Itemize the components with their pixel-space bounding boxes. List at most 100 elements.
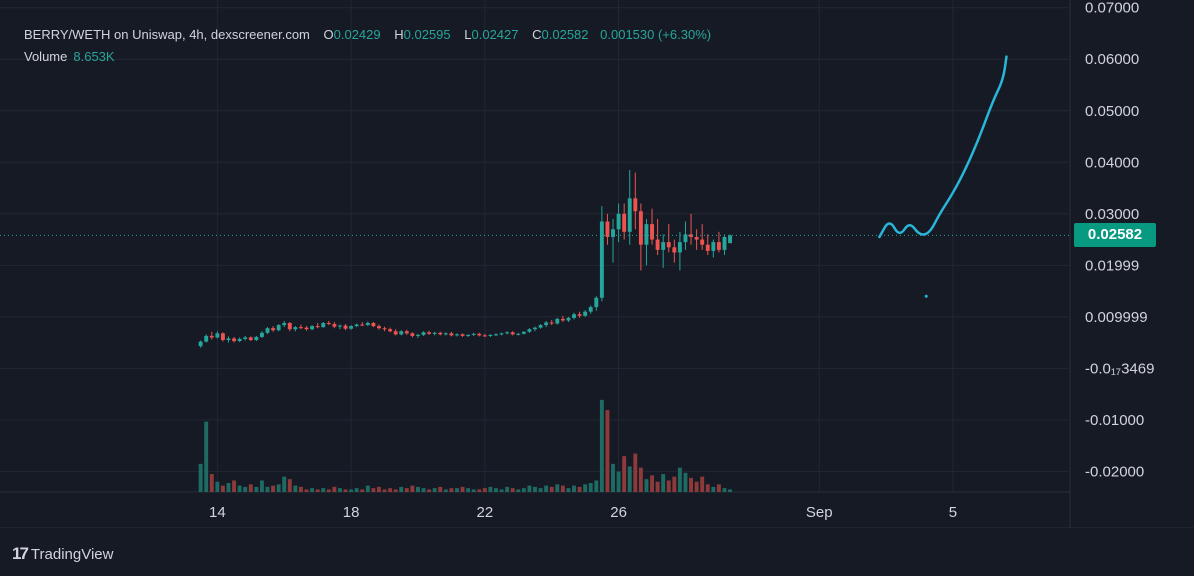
volume-bar bbox=[388, 488, 393, 492]
candle-body bbox=[616, 213, 621, 230]
x-tick-label: 5 bbox=[949, 504, 957, 521]
candle-body bbox=[666, 242, 671, 248]
volume-bar bbox=[577, 486, 582, 492]
candle-body bbox=[254, 336, 259, 341]
volume-bar bbox=[276, 484, 281, 492]
volume-bar bbox=[644, 479, 649, 492]
candle-body bbox=[560, 318, 565, 321]
volume-bar bbox=[382, 489, 387, 492]
volume-bar bbox=[716, 484, 721, 492]
candle-body bbox=[332, 324, 337, 327]
volume-bar bbox=[655, 481, 660, 492]
candle-body bbox=[248, 337, 253, 341]
candle-body bbox=[605, 221, 610, 237]
volume-bar bbox=[337, 488, 342, 492]
candle-body bbox=[510, 332, 515, 335]
candle-body bbox=[655, 239, 660, 250]
candle-body bbox=[527, 329, 532, 332]
tradingview-logo-text: TradingView bbox=[30, 545, 114, 563]
candle-body bbox=[455, 334, 459, 336]
candle-body bbox=[416, 334, 420, 336]
candle-body bbox=[449, 333, 454, 336]
candle-body bbox=[271, 328, 276, 331]
volume-bar bbox=[293, 485, 298, 492]
candle-body bbox=[427, 332, 432, 334]
candle-body bbox=[716, 242, 721, 250]
volume-bar bbox=[650, 475, 654, 492]
volume-bar bbox=[321, 488, 326, 492]
candle-body bbox=[583, 311, 588, 316]
time-axis[interactable]: 14 18 22 26 Sep 5 bbox=[209, 504, 957, 521]
volume-bar bbox=[310, 488, 315, 492]
candle-body bbox=[276, 325, 281, 331]
volume-bar bbox=[432, 488, 437, 492]
candle-body bbox=[310, 326, 315, 330]
y-tick-label: 0.03000 bbox=[1085, 206, 1139, 223]
drawing-dot bbox=[924, 294, 928, 298]
y-tick-label: 0.07000 bbox=[1085, 0, 1139, 17]
y-tick-label: -0.02000 bbox=[1085, 463, 1144, 480]
volume-bar bbox=[226, 483, 231, 492]
volume-bar bbox=[633, 453, 638, 492]
candle-body bbox=[471, 333, 476, 335]
tradingview-logo[interactable]: 17 TradingView bbox=[12, 544, 113, 564]
volume-bar bbox=[298, 486, 303, 492]
volume-bar bbox=[538, 488, 543, 492]
high-label: H bbox=[394, 27, 404, 42]
y-tick-label: 0.04000 bbox=[1085, 154, 1139, 171]
volume-bar bbox=[566, 488, 571, 492]
volume-value: 8.653K bbox=[73, 49, 115, 64]
candle-body bbox=[711, 242, 716, 251]
candle-body bbox=[622, 213, 627, 232]
candle-body bbox=[371, 323, 376, 327]
volume-bar bbox=[393, 489, 398, 492]
volume-label: Volume bbox=[24, 49, 68, 64]
candle-body bbox=[360, 324, 365, 326]
volume-bar bbox=[304, 489, 309, 492]
volume-bar bbox=[220, 485, 225, 492]
candle-body bbox=[209, 335, 214, 338]
volume-bar bbox=[627, 466, 632, 492]
volume-bar bbox=[449, 488, 454, 492]
candle-body bbox=[722, 236, 727, 250]
candle-body bbox=[566, 317, 571, 321]
candle-body bbox=[555, 318, 560, 324]
volume-bar bbox=[588, 483, 593, 492]
candle-body bbox=[627, 198, 632, 232]
volume-bar bbox=[527, 485, 532, 492]
candle-body bbox=[365, 323, 370, 326]
candle-body bbox=[611, 229, 615, 237]
candle-body bbox=[650, 224, 654, 240]
candle-body bbox=[315, 326, 320, 328]
volume-bar bbox=[259, 480, 264, 492]
volume-bar bbox=[209, 474, 214, 492]
candle-body bbox=[321, 323, 326, 328]
candle-body bbox=[700, 239, 705, 245]
volume-bar bbox=[349, 489, 354, 492]
change-value: 0.001530 (+6.30%) bbox=[600, 27, 712, 42]
candle-body bbox=[265, 328, 270, 333]
price-axis[interactable]: 0.07000 0.06000 0.05000 0.04000 0.03000 0.019… bbox=[1085, 0, 1154, 480]
candle-body bbox=[572, 314, 576, 318]
candle-body bbox=[466, 334, 471, 336]
volume-bar bbox=[482, 488, 487, 492]
volume-bar bbox=[488, 486, 493, 492]
candle-body bbox=[460, 334, 465, 336]
volume-bar bbox=[560, 485, 565, 492]
volume-bar bbox=[360, 489, 365, 492]
open-label: O bbox=[323, 27, 334, 42]
price-chart[interactable]: 0.07000 0.06000 0.05000 0.04000 0.03000 0.019… bbox=[0, 0, 1194, 528]
volume-bar bbox=[365, 485, 370, 492]
volume-bar bbox=[315, 489, 320, 492]
candle-body bbox=[594, 297, 599, 308]
candle-body bbox=[588, 307, 593, 312]
volume-bar bbox=[248, 484, 253, 492]
candle-body bbox=[382, 328, 387, 330]
volume-bar bbox=[728, 489, 733, 492]
volume-bar bbox=[521, 488, 526, 492]
candle-body bbox=[349, 326, 354, 329]
candle-body bbox=[477, 333, 482, 336]
volume-bar bbox=[404, 488, 409, 492]
volume-bar bbox=[460, 486, 465, 492]
pair-title: BERRY/WETH on Uniswap, 4h, dexscreener.c… bbox=[24, 27, 310, 42]
